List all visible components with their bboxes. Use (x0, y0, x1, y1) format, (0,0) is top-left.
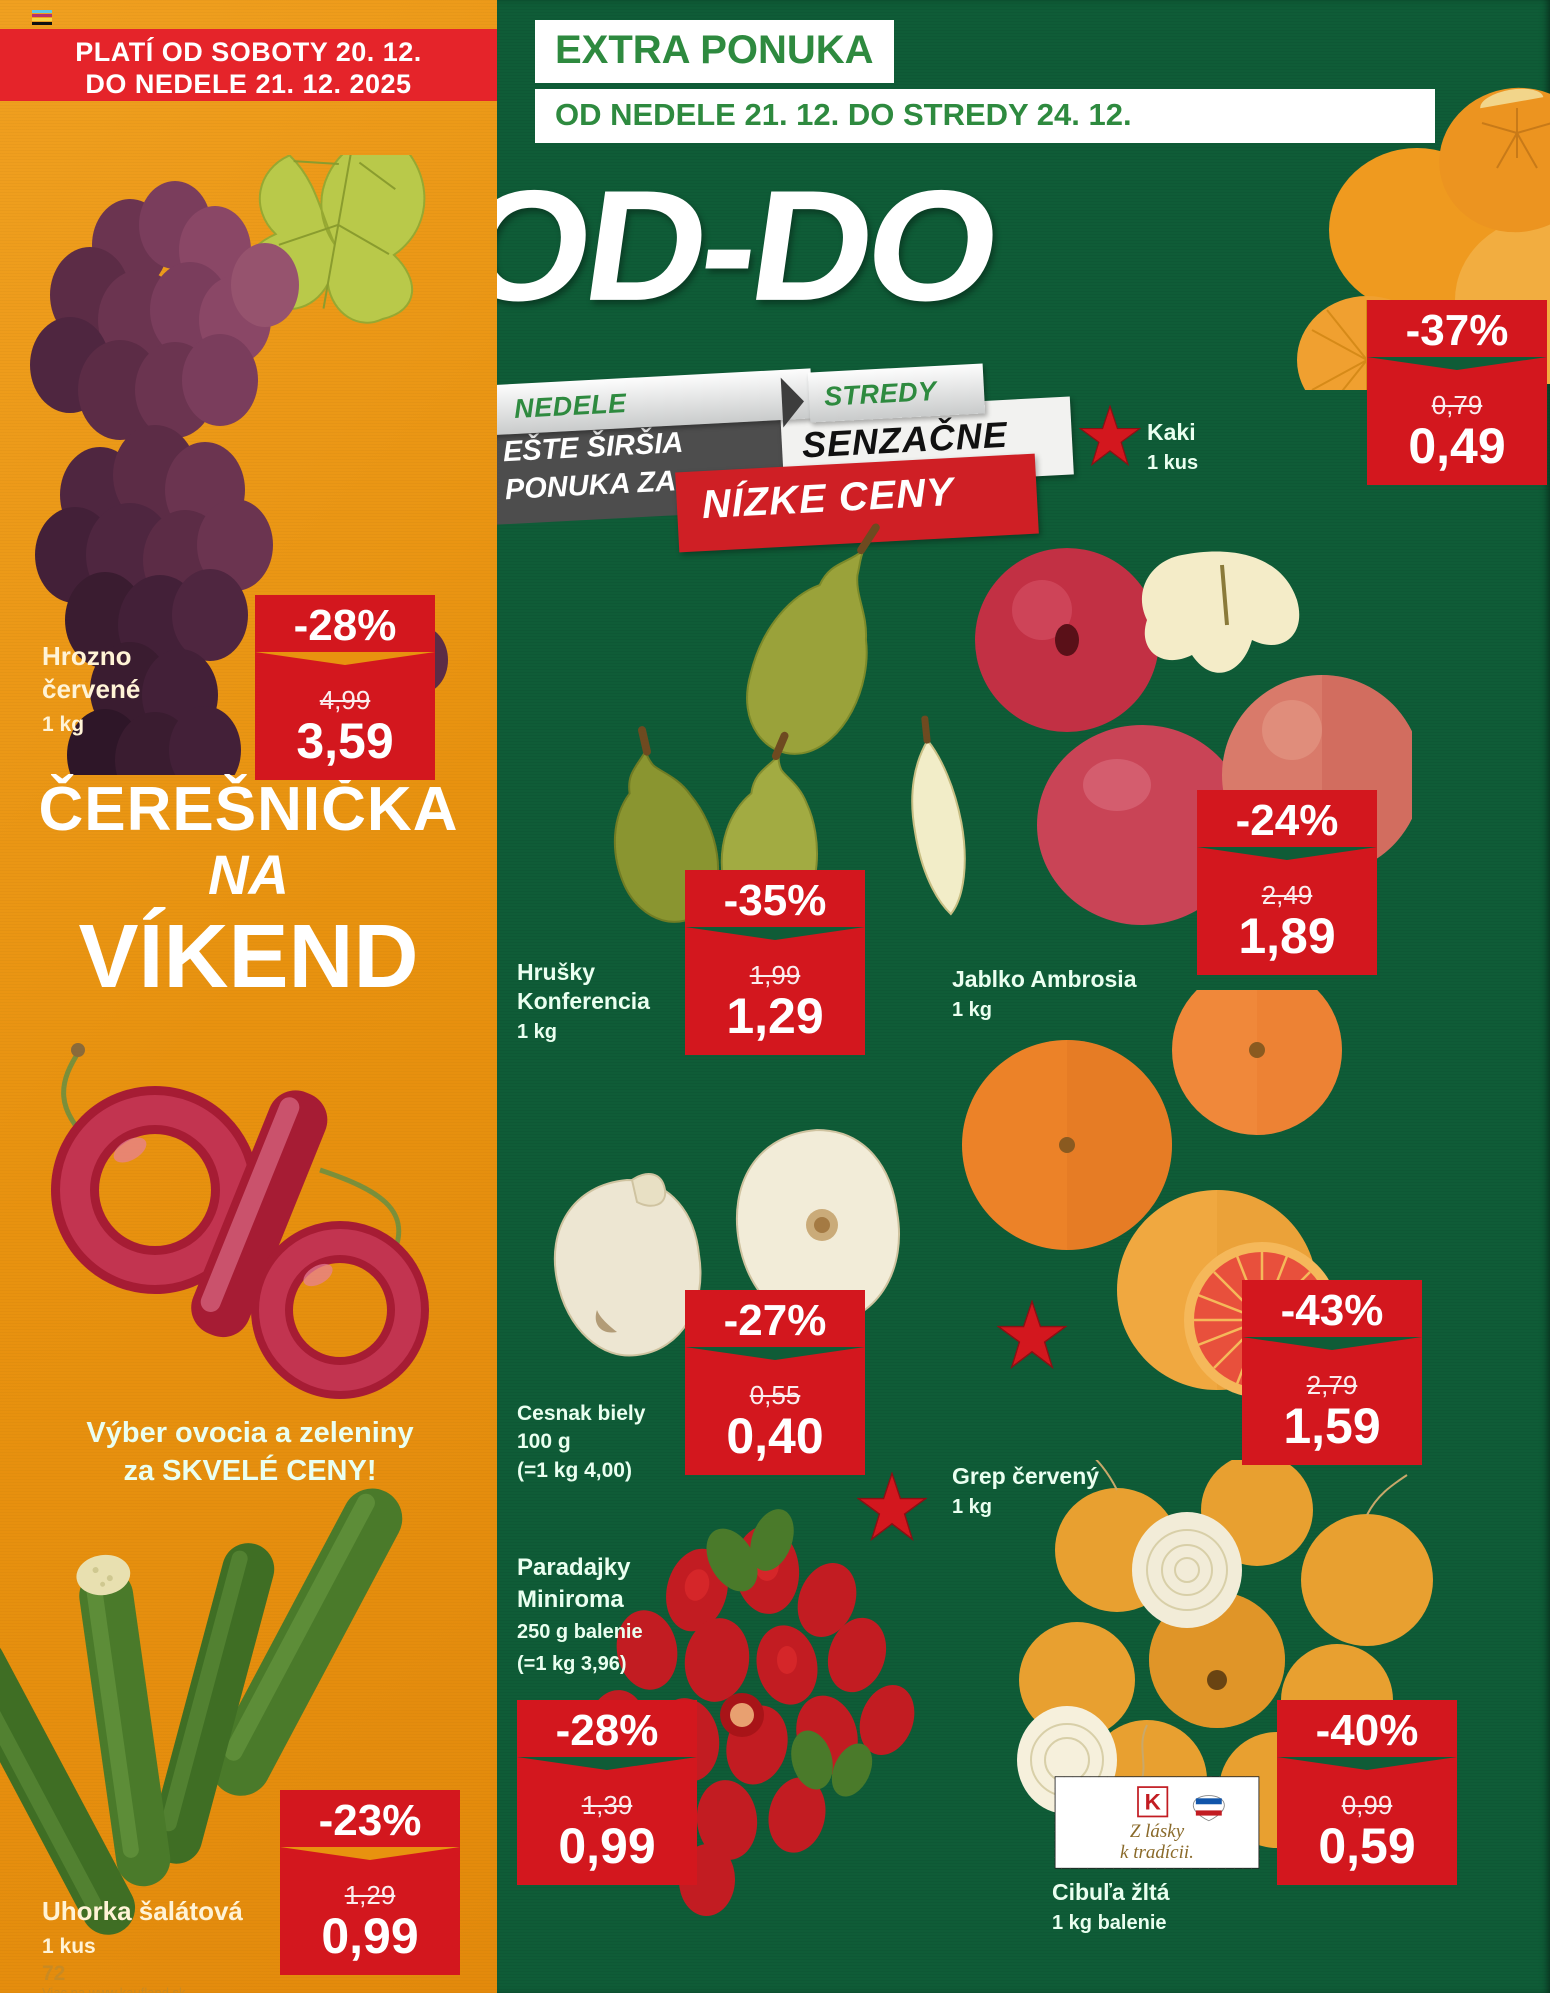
svg-text:K: K (1145, 1790, 1161, 1815)
svg-text:Z lásky: Z lásky (1130, 1821, 1185, 1842)
svg-text:k tradícii.: k tradícii. (1120, 1842, 1194, 1863)
